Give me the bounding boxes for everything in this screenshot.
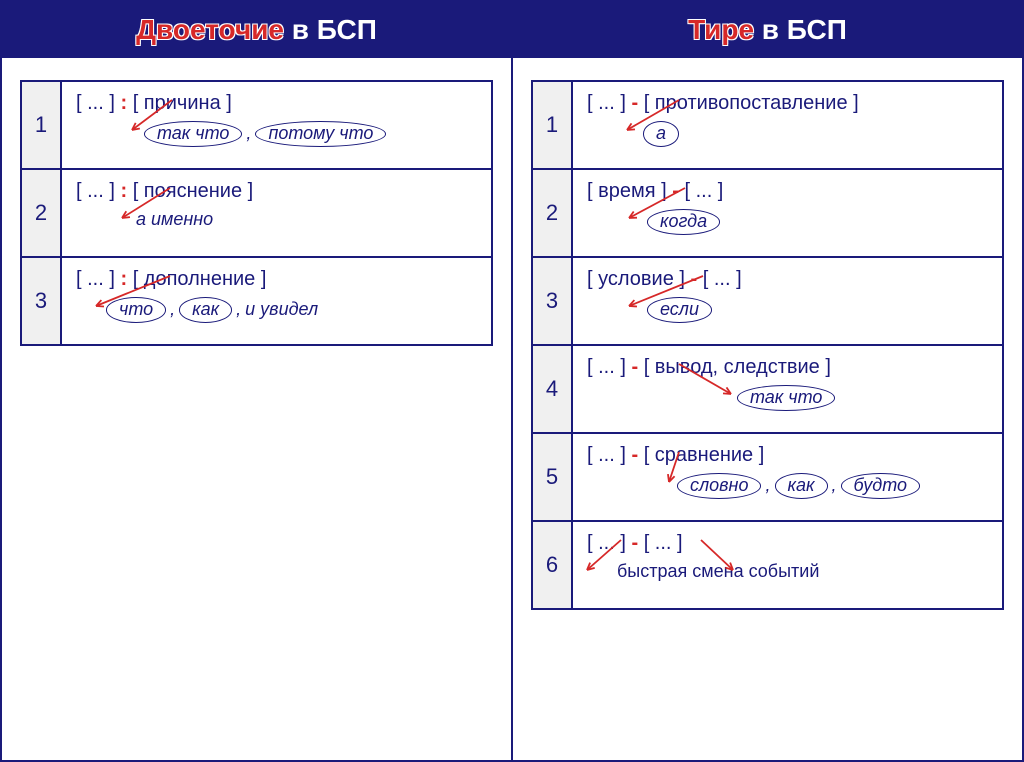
formula: [ ... ] - [ сравнение ] <box>587 444 988 467</box>
right-column: Тире в БСП 1[ ... ] - [ противопоставлен… <box>513 2 1022 760</box>
hint-pill: как <box>179 297 232 323</box>
hint-sep: , <box>236 299 241 320</box>
left-header: Двоеточие в БСП <box>2 2 511 58</box>
hint-sep: , <box>765 475 770 496</box>
hints: быстрая смена событий <box>617 561 988 582</box>
hints: если <box>647 297 988 323</box>
right-header: Тире в БСП <box>513 2 1022 58</box>
right-table: 1[ ... ] - [ противопоставление ]а 2[ вр… <box>531 80 1004 610</box>
table-row: 2 [ ... ] : [ пояснение ] а именно <box>22 170 491 258</box>
hint-pill: так что <box>144 121 242 147</box>
table-row: 1 [ ... ] : [ причина ] так что, потому чт… <box>22 82 491 170</box>
row-number: 1 <box>22 82 62 168</box>
table-row: 3 [ ... ] : [ дополнение ] что, как, и уви… <box>22 258 491 344</box>
hint-pill: потому что <box>255 121 386 147</box>
table-row: 1 [ ... ] - [ противопоставление ] а <box>533 82 1002 170</box>
hint-text: и увидел <box>245 299 318 320</box>
table-row: 5 [ ... ] - [ сравнение ] словно, как, буд… <box>533 434 1002 522</box>
hints: а именно <box>136 209 477 230</box>
right-title-accent: Тире <box>688 14 754 45</box>
hint-pill: если <box>647 297 712 323</box>
row-content: [ ... ] - [ сравнение ] словно, как, будт… <box>573 434 1002 520</box>
row-content: [ ... ] - [ ... ] быстрая смена событий <box>573 522 1002 608</box>
row-number: 3 <box>533 258 573 344</box>
hint-sep: , <box>170 299 175 320</box>
hints: словно, как, будто <box>677 473 988 499</box>
row-content: [ ... ] : [ дополнение ] что, как, и увид… <box>62 258 491 344</box>
hint-text: а именно <box>136 209 213 230</box>
page: Двоеточие в БСП 1 [ ... ] : [ причина ] та… <box>0 0 1024 762</box>
table-row: 4 [ ... ] - [ вывод, следствие ] так что <box>533 346 1002 434</box>
row-number: 1 <box>533 82 573 168</box>
formula: [ условие ] - [ ... ] <box>587 268 988 291</box>
hints: так что <box>737 385 988 411</box>
table-row: 3 [ условие ] - [ ... ] если <box>533 258 1002 346</box>
formula: [ ... ] - [ ... ] <box>587 532 988 555</box>
left-body: 1 [ ... ] : [ причина ] так что, потому чт… <box>2 58 511 760</box>
hints: когда <box>647 209 988 235</box>
formula: [ ... ] - [ противопоставление ] <box>587 92 988 115</box>
right-body: 1[ ... ] - [ противопоставление ]а 2[ вр… <box>513 58 1022 760</box>
left-table: 1 [ ... ] : [ причина ] так что, потому чт… <box>20 80 493 346</box>
hint-pill: что <box>106 297 166 323</box>
hint-pill: как <box>775 473 828 499</box>
formula: [ ... ] : [ пояснение ] <box>76 180 477 203</box>
row-content: [ ... ] - [ противопоставление ] а <box>573 82 1002 168</box>
row-content: [ время ] - [ ... ] когда <box>573 170 1002 256</box>
hint-pill: а <box>643 121 679 147</box>
right-title-rest: в БСП <box>754 14 847 45</box>
row-number: 2 <box>22 170 62 256</box>
row-number: 4 <box>533 346 573 432</box>
table-row: 2 [ время ] - [ ... ] когда <box>533 170 1002 258</box>
hint-pill: словно <box>677 473 761 499</box>
hints: так что, потому что <box>144 121 477 147</box>
row-content: [ условие ] - [ ... ] если <box>573 258 1002 344</box>
hint-text: быстрая смена событий <box>617 561 819 582</box>
formula: [ ... ] - [ вывод, следствие ] <box>587 356 988 379</box>
left-title-rest: в БСП <box>284 14 377 45</box>
hint-pill: так что <box>737 385 835 411</box>
formula: [ ... ] : [ причина ] <box>76 92 477 115</box>
formula: [ время ] - [ ... ] <box>587 180 988 203</box>
hint-sep: , <box>832 475 837 496</box>
hint-pill: будто <box>841 473 920 499</box>
hint-sep: , <box>246 123 251 144</box>
row-content: [ ... ] : [ пояснение ] а именно <box>62 170 491 256</box>
row-number: 6 <box>533 522 573 608</box>
left-column: Двоеточие в БСП 1 [ ... ] : [ причина ] та… <box>2 2 513 760</box>
row-number: 2 <box>533 170 573 256</box>
row-content: [ ... ] - [ вывод, следствие ] так что <box>573 346 1002 432</box>
row-content: [ ... ] : [ причина ] так что, потому что <box>62 82 491 168</box>
table-row: 6 [ ... ] - [ ... ] быстрая смена событий <box>533 522 1002 608</box>
formula: [ ... ] : [ дополнение ] <box>76 268 477 291</box>
hints: а <box>643 121 988 147</box>
left-title-accent: Двоеточие <box>136 14 284 45</box>
row-number: 3 <box>22 258 62 344</box>
hints: что, как, и увидел <box>106 297 477 323</box>
hint-pill: когда <box>647 209 720 235</box>
row-number: 5 <box>533 434 573 520</box>
